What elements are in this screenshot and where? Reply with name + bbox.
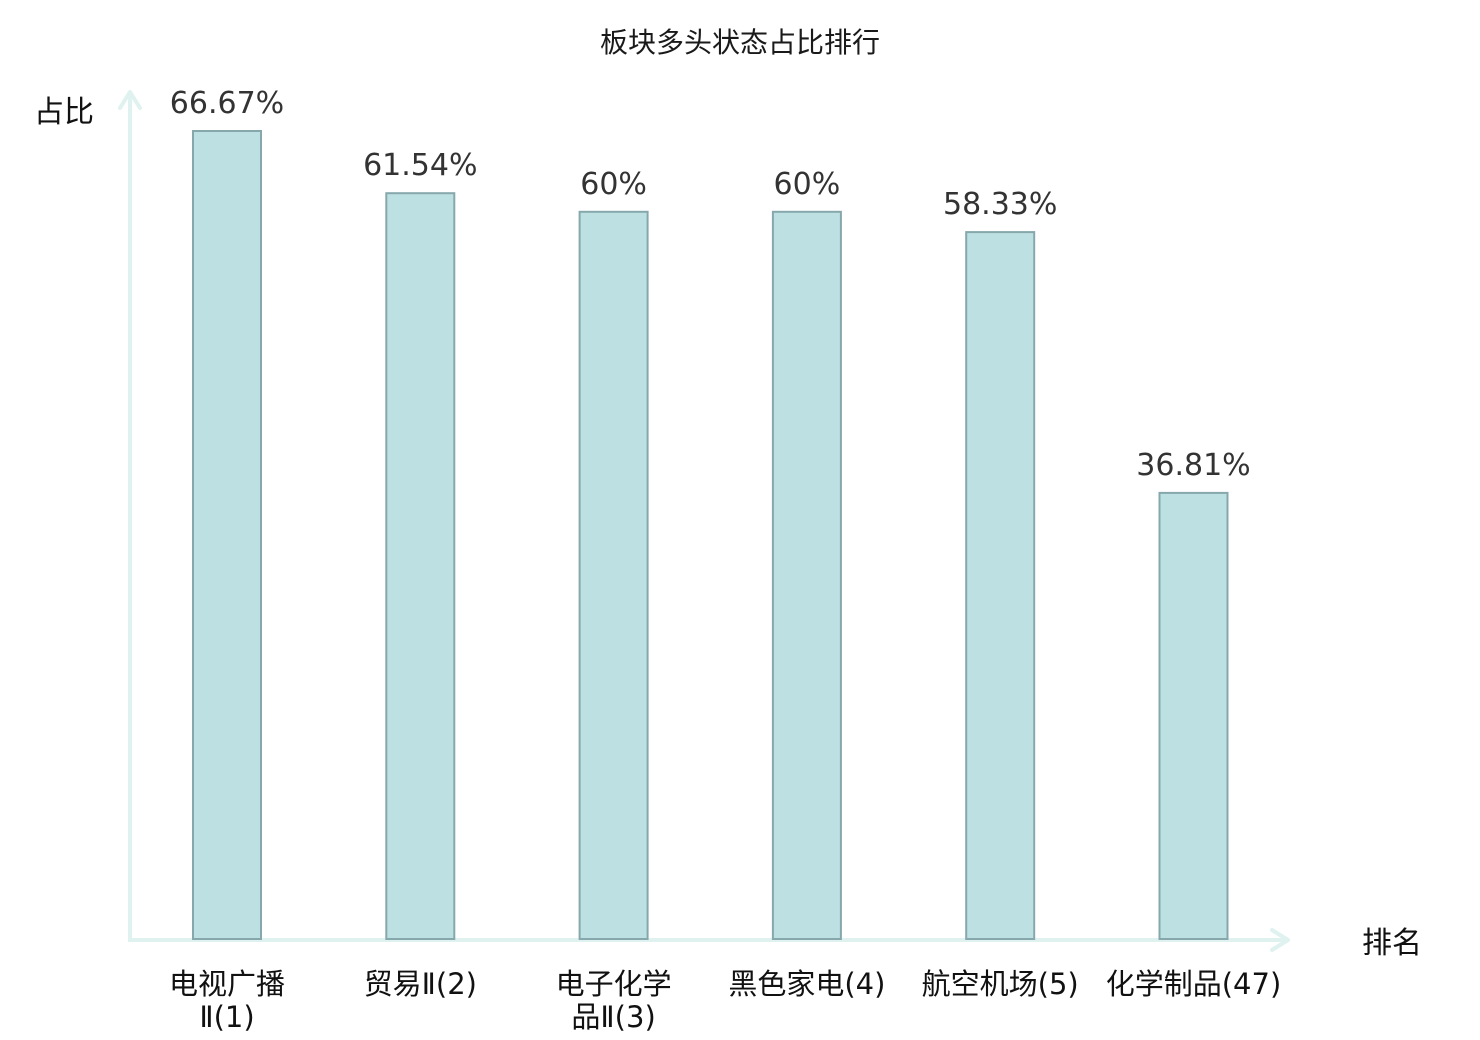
bar <box>192 130 262 940</box>
x-axis-label: 排名 <box>1362 926 1422 961</box>
x-tick-label: 电子化学 <box>556 967 672 1001</box>
bar <box>385 192 456 940</box>
x-tick-label: 品Ⅱ(3) <box>571 1000 655 1034</box>
x-tick-label: 黑色家电(4) <box>728 967 885 1001</box>
value-label-group: 66.67% 61.54% 60% 60% 58.33% 36.81% <box>170 86 1251 483</box>
bar-value-label: 66.67% <box>170 86 284 121</box>
bar <box>1158 491 1229 940</box>
bar-value-label: 58.33% <box>943 187 1057 222</box>
bar-value-label: 61.54% <box>363 148 477 183</box>
bar <box>771 210 842 941</box>
chart-title: 板块多头状态占比排行 <box>600 26 880 59</box>
x-tick-label: 化学制品(47) <box>1106 967 1282 1001</box>
bar-value-label: 60% <box>580 167 647 202</box>
bar-value-label: 36.81% <box>1136 448 1250 483</box>
x-axis-arrow <box>1270 928 1290 952</box>
y-axis-label: 占比 <box>34 95 94 130</box>
x-tick-label: 贸易Ⅱ(2) <box>364 967 477 1001</box>
bar-group <box>192 130 1229 941</box>
bar <box>578 210 649 941</box>
x-tick-label: Ⅱ(1) <box>199 1000 254 1034</box>
bar <box>965 231 1036 941</box>
x-tick-label: 航空机场(5) <box>922 967 1079 1001</box>
bar-value-label: 60% <box>774 167 841 202</box>
x-tick-label: 电视广播 <box>169 967 285 1001</box>
y-axis-arrow <box>118 90 142 110</box>
